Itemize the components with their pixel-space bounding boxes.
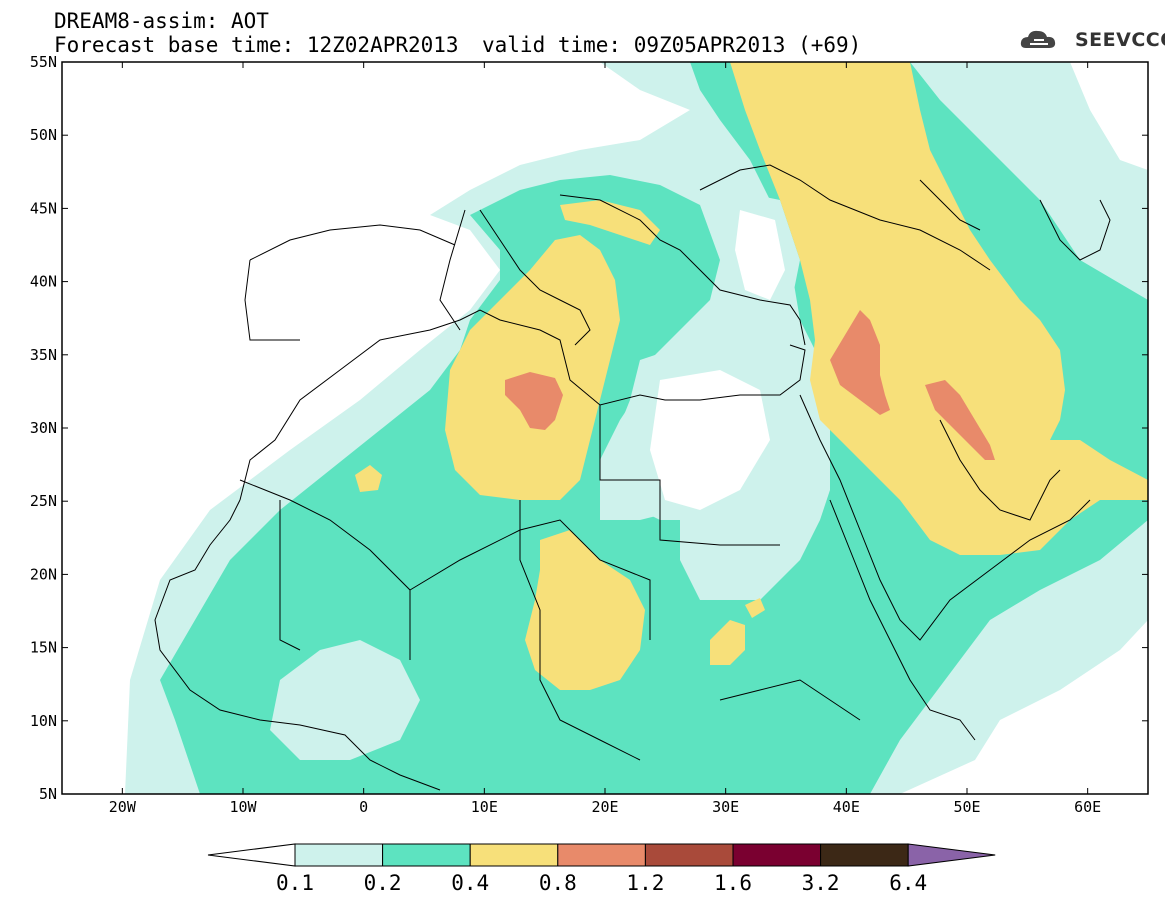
lon-label: 20E — [591, 798, 618, 816]
colorbar-tick-label: 0.1 — [276, 871, 314, 895]
colorbar-swatch — [907, 843, 996, 867]
colorbar-tick-label: 6.4 — [889, 871, 927, 895]
colorbar-swatch — [382, 843, 471, 867]
lat-label: 55N — [30, 53, 57, 71]
colorbar-swatch — [207, 843, 296, 867]
forecast-base-time: Forecast base time: 12Z02APR2013 — [54, 33, 459, 57]
colorbar-swatch — [732, 843, 822, 867]
lat-label: 15N — [30, 639, 57, 657]
colorbar-swatch — [469, 843, 559, 867]
lon-label: 50E — [953, 798, 980, 816]
lat-label: 40N — [30, 273, 57, 291]
cloud-logo-icon — [1020, 30, 1056, 48]
lat-label: 50N — [30, 126, 57, 144]
colorbar-tick-label: 1.2 — [626, 871, 664, 895]
logo-text: SEEVCCC — [1075, 29, 1165, 51]
lon-label: 60E — [1074, 798, 1101, 816]
lat-label: 30N — [30, 419, 57, 437]
lat-label: 10N — [30, 712, 57, 730]
colorbar-swatch — [557, 843, 646, 867]
lon-label: 20W — [109, 798, 137, 816]
colorbar-tick-label: 0.4 — [451, 871, 489, 895]
colorbar-tick-label: 0.8 — [539, 871, 577, 895]
colorbar — [207, 843, 996, 867]
lat-label: 20N — [30, 565, 57, 583]
lat-label: 45N — [30, 199, 57, 217]
aot-field — [62, 62, 1148, 794]
colorbar-swatch — [820, 843, 909, 867]
colorbar-tick-label: 1.6 — [714, 871, 752, 895]
lat-label: 35N — [30, 346, 57, 364]
lon-label: 0 — [359, 798, 368, 816]
lat-label: 25N — [30, 492, 57, 510]
colorbar-swatch — [644, 843, 734, 867]
aot-contour-0.8 — [505, 372, 563, 430]
colorbar-tick-label: 0.2 — [364, 871, 402, 895]
colorbar-swatch — [294, 843, 384, 867]
lon-label: 30E — [712, 798, 739, 816]
lat-label: 5N — [39, 785, 57, 803]
colorbar-tick-label: 3.2 — [802, 871, 840, 895]
aot-contour-0.4 — [445, 235, 620, 500]
coastlines — [154, 164, 1111, 791]
chart-title: DREAM8-assim: AOT — [54, 9, 269, 33]
lon-label: 10W — [229, 798, 257, 816]
lon-label: 10E — [471, 798, 498, 816]
valid-time: valid time: 09Z05APR2013 (+69) — [482, 33, 862, 57]
lon-label: 40E — [833, 798, 860, 816]
